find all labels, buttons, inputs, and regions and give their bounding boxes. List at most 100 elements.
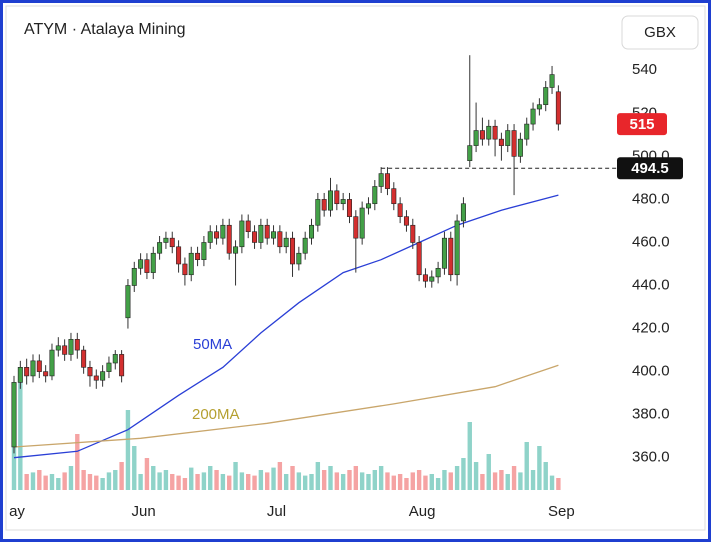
volume-bar <box>176 475 181 490</box>
candle-body <box>309 224 315 239</box>
candle-body <box>372 186 378 205</box>
volume-bar <box>170 474 175 490</box>
candle-body <box>536 104 542 110</box>
volume-bar <box>467 422 472 490</box>
volume-bar <box>537 446 542 490</box>
candle-body <box>264 224 270 239</box>
candle-body <box>176 246 182 265</box>
volume-bar <box>423 475 428 490</box>
volume-bar <box>56 478 61 490</box>
x-tick-label: Aug <box>409 503 436 520</box>
candle-body <box>524 123 530 140</box>
volume-bar <box>233 462 238 490</box>
volume-bar <box>410 472 415 490</box>
candle-body <box>403 216 409 226</box>
volume-bar <box>18 370 23 490</box>
candle-body <box>214 231 220 239</box>
x-tick-label: ay <box>9 503 25 520</box>
candle-body <box>62 345 68 355</box>
candle-body <box>290 237 296 265</box>
candle-body <box>68 339 74 355</box>
candle-body <box>100 371 106 381</box>
candle-body <box>353 216 359 239</box>
reference-badge <box>617 157 683 180</box>
volume-bar <box>518 472 523 490</box>
y-tick-label: 440.0 <box>632 276 670 293</box>
volume-bar <box>435 478 441 490</box>
volume-bar <box>201 472 207 490</box>
candle-body <box>473 130 479 146</box>
candle-body <box>188 252 194 276</box>
volume-bar <box>296 472 302 490</box>
candle-body <box>441 237 447 269</box>
candle-body <box>492 125 498 140</box>
volume-bar <box>189 467 194 490</box>
volume-bar <box>486 454 491 490</box>
candle-body <box>302 237 308 254</box>
candle-body <box>144 259 150 273</box>
y-tick-label: 480.0 <box>632 190 670 207</box>
candle-body <box>334 190 340 205</box>
volume-bar <box>549 475 555 490</box>
volume-bar <box>499 470 504 490</box>
candle-body <box>271 231 277 239</box>
candle-body <box>340 199 346 205</box>
volume-bar <box>321 470 327 490</box>
volume-bar <box>75 434 80 490</box>
candle-body <box>106 362 112 372</box>
volume-bar <box>505 474 510 490</box>
candle-body <box>321 199 327 211</box>
plot-area <box>11 55 561 490</box>
volume-bar <box>340 474 346 490</box>
candle-body <box>422 274 428 282</box>
volume-bar <box>556 478 561 490</box>
volume-bar <box>132 446 137 490</box>
volume-bar <box>353 466 359 490</box>
volume-bar <box>30 472 36 490</box>
volume-bar <box>480 474 485 490</box>
volume-bar <box>448 472 453 490</box>
candle-body <box>17 367 23 383</box>
volume-bar <box>397 474 403 490</box>
currency-label: GBX <box>644 24 676 41</box>
volume-bar <box>182 478 188 490</box>
volume-bar <box>385 472 390 490</box>
volume-bar <box>442 470 447 490</box>
volume-bar <box>473 462 479 490</box>
candle-body <box>87 367 93 377</box>
volume-bar <box>239 472 245 490</box>
candle-body <box>55 345 61 351</box>
volume-bar <box>62 472 67 490</box>
volume-bar <box>252 475 257 490</box>
candle-body <box>119 354 125 377</box>
y-tick-label: 420.0 <box>632 320 670 337</box>
chart-title: ATYM · Atalaya Mining <box>24 21 186 38</box>
candle-body <box>36 360 42 372</box>
candle-body <box>74 339 80 351</box>
volume-bar <box>315 462 321 490</box>
volume-bar <box>391 475 396 490</box>
candle-body <box>163 237 169 243</box>
candle-body <box>511 130 517 157</box>
candle-body <box>201 242 207 260</box>
currency-button[interactable] <box>621 15 699 50</box>
volume-bar <box>113 470 118 490</box>
last-price-badge <box>617 113 667 136</box>
candle-body <box>226 224 232 254</box>
volume-bar <box>404 478 409 490</box>
volume-bar <box>138 474 143 490</box>
volume-bar <box>429 474 434 490</box>
volume-bar <box>220 474 226 490</box>
candle-body <box>258 224 264 243</box>
candle-body <box>131 267 137 286</box>
volume-bar <box>119 462 124 490</box>
candle-body <box>169 237 175 248</box>
candle-body <box>435 267 441 278</box>
y-tick-label: 540 <box>632 61 657 78</box>
candle-body <box>517 138 523 157</box>
candle-body <box>378 173 384 187</box>
candle-body <box>157 242 163 254</box>
candle-body <box>43 371 49 377</box>
candle-body <box>93 375 99 381</box>
volume-bar <box>454 466 460 490</box>
